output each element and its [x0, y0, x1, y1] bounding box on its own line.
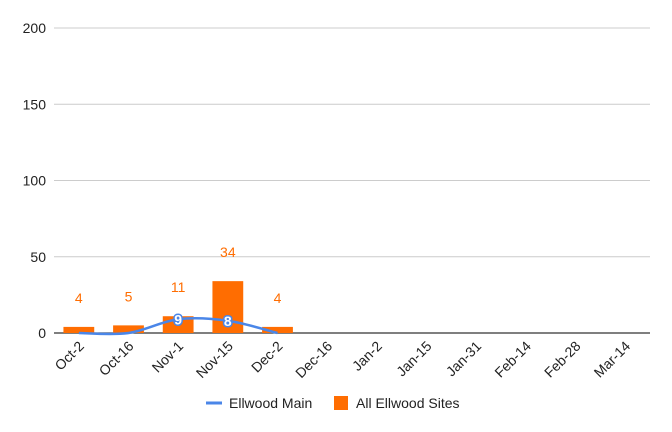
x-tick-label: Dec-2 — [248, 338, 286, 376]
y-tick-label: 100 — [23, 173, 47, 189]
x-tick-label: Oct-16 — [96, 338, 137, 379]
y-tick-label: 0 — [38, 325, 46, 341]
x-tick-label: Dec-16 — [292, 338, 335, 381]
bar — [262, 326, 293, 333]
bar-data-label: 4 — [274, 290, 282, 306]
x-tick-label: Jan-15 — [393, 338, 435, 380]
y-tick-label: 200 — [23, 20, 47, 36]
y-tick-label: 50 — [30, 249, 46, 265]
line-data-label: 9 — [174, 311, 182, 327]
bar — [212, 281, 244, 333]
y-tick-label: 150 — [23, 96, 47, 112]
legend-label-bar: All Ellwood Sites — [356, 395, 460, 411]
legend: Ellwood Main All Ellwood Sites — [206, 395, 460, 411]
y-axis-ticks: 0 50 100 150 200 — [23, 20, 47, 341]
bar — [113, 325, 144, 333]
bar — [63, 326, 95, 333]
x-tick-label: Jan-2 — [349, 338, 385, 374]
x-tick-label: Feb-28 — [541, 338, 584, 381]
legend-swatch-bar — [334, 396, 348, 410]
bar-data-label: 5 — [125, 288, 133, 304]
x-tick-label: Nov-1 — [149, 338, 187, 376]
gridlines — [54, 27, 650, 334]
line-data-label: 8 — [224, 313, 232, 329]
bar-data-label: 4 — [75, 290, 83, 306]
x-axis-ticks: Oct-2 Oct-16 Nov-1 Nov-15 Dec-2 Dec-16 Jan-2 Ja… — [51, 338, 633, 381]
x-tick-label: Mar-14 — [591, 338, 634, 381]
bar-data-label: 11 — [171, 279, 186, 295]
legend-label-line: Ellwood Main — [229, 395, 312, 411]
x-tick-label: Feb-14 — [491, 338, 534, 381]
bar-data-labels: 4 5 11 34 4 — [75, 244, 282, 306]
x-tick-label: Jan-31 — [443, 338, 485, 380]
x-tick-label: Oct-2 — [51, 338, 87, 374]
bar-data-label: 34 — [220, 244, 236, 260]
x-tick-label: Nov-15 — [193, 338, 236, 381]
line-path — [78, 317, 278, 336]
